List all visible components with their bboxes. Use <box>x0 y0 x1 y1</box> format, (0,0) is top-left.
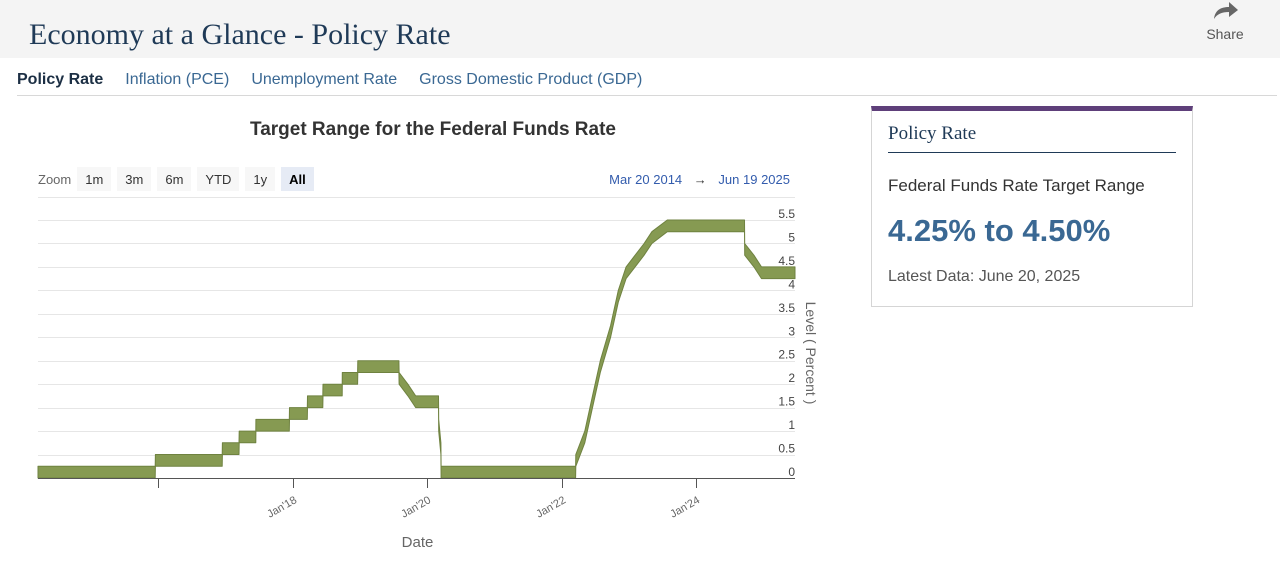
y-tick-label: 1 <box>788 418 795 432</box>
y-tick-label: 4 <box>788 277 795 291</box>
card-divider <box>888 152 1176 153</box>
x-axis-label: Date <box>402 534 434 551</box>
indicator-tabs: Policy Rate Inflation (PCE) Unemployment… <box>17 66 664 94</box>
zoom-1m-button[interactable]: 1m <box>77 167 112 191</box>
share-arrow-icon <box>1214 2 1238 19</box>
range-arrow: → <box>693 172 707 187</box>
y-tick-label: 1.5 <box>778 395 795 409</box>
zoom-6m-button[interactable]: 6m <box>157 167 192 191</box>
tab-inflation-pce[interactable]: Inflation (PCE) <box>125 71 230 88</box>
chart-title: Target Range for the Federal Funds Rate <box>250 119 616 140</box>
top-bar: Economy at a Glance - Policy Rate Share <box>0 0 1280 58</box>
y-axis-label: Level ( Percent ) <box>803 302 819 405</box>
zoom-all-button[interactable]: All <box>281 167 314 191</box>
tab-unemployment-rate[interactable]: Unemployment Rate <box>251 71 398 88</box>
policy-rate-card: Policy Rate Federal Funds Rate Target Ra… <box>871 106 1193 307</box>
y-tick-label: 4.5 <box>778 254 795 268</box>
zoom-1y-button[interactable]: 1y <box>245 167 276 191</box>
card-rate-value: 4.25% to 4.50% <box>888 213 1111 248</box>
x-tick-label: Jan'24 <box>668 494 702 520</box>
page-title: Economy at a Glance - Policy Rate <box>29 18 451 51</box>
y-tick-label: 2.5 <box>778 348 795 362</box>
policy-rate-chart: Jan'18 Jan'20 Jan'22 Jan'24 0 0.5 1 1.5 2 2.5 3 3.… <box>37 197 819 551</box>
chart-grid <box>38 197 795 479</box>
y-tick-label: 5 <box>788 230 795 244</box>
y-tick-label: 3 <box>788 324 795 338</box>
y-tick-label: 0.5 <box>778 442 795 456</box>
tabs-divider <box>17 95 1277 96</box>
zoom-ytd-button[interactable]: YTD <box>197 167 240 191</box>
share-label: Share <box>1206 26 1244 42</box>
target-range-band <box>37 219 796 479</box>
card-latest-data: Latest Data: June 20, 2025 <box>888 268 1081 285</box>
y-tick-label: 2 <box>788 371 795 385</box>
tab-gdp[interactable]: Gross Domestic Product (GDP) <box>419 71 643 88</box>
range-from-date[interactable]: Mar 20 2014 <box>609 172 683 187</box>
x-tick-label: Jan'22 <box>534 494 568 520</box>
date-range-selector: Mar 20 2014 → Jun 19 2025 <box>560 172 790 187</box>
range-to-date[interactable]: Jun 19 2025 <box>718 172 790 187</box>
x-tick-label: Jan'20 <box>399 494 433 520</box>
card-subtitle: Federal Funds Rate Target Range <box>888 176 1145 195</box>
share-button[interactable]: Share <box>1203 0 1247 42</box>
y-tick-label: 0 <box>788 465 795 479</box>
x-axis-ticks: Jan'18 Jan'20 Jan'22 Jan'24 <box>158 478 702 521</box>
y-tick-label: 5.5 <box>778 207 795 221</box>
y-axis-ticks: 0 0.5 1 1.5 2 2.5 3 3.5 4 4.5 5 5.5 <box>778 207 795 479</box>
zoom-label: Zoom <box>38 171 72 187</box>
zoom-controls: Zoom 1m 3m 6m YTD 1y All <box>38 167 320 191</box>
y-tick-label: 3.5 <box>778 301 795 315</box>
x-tick-label: Jan'18 <box>265 494 299 520</box>
card-header: Policy Rate <box>888 123 977 144</box>
zoom-3m-button[interactable]: 3m <box>117 167 152 191</box>
tab-policy-rate[interactable]: Policy Rate <box>17 71 104 88</box>
